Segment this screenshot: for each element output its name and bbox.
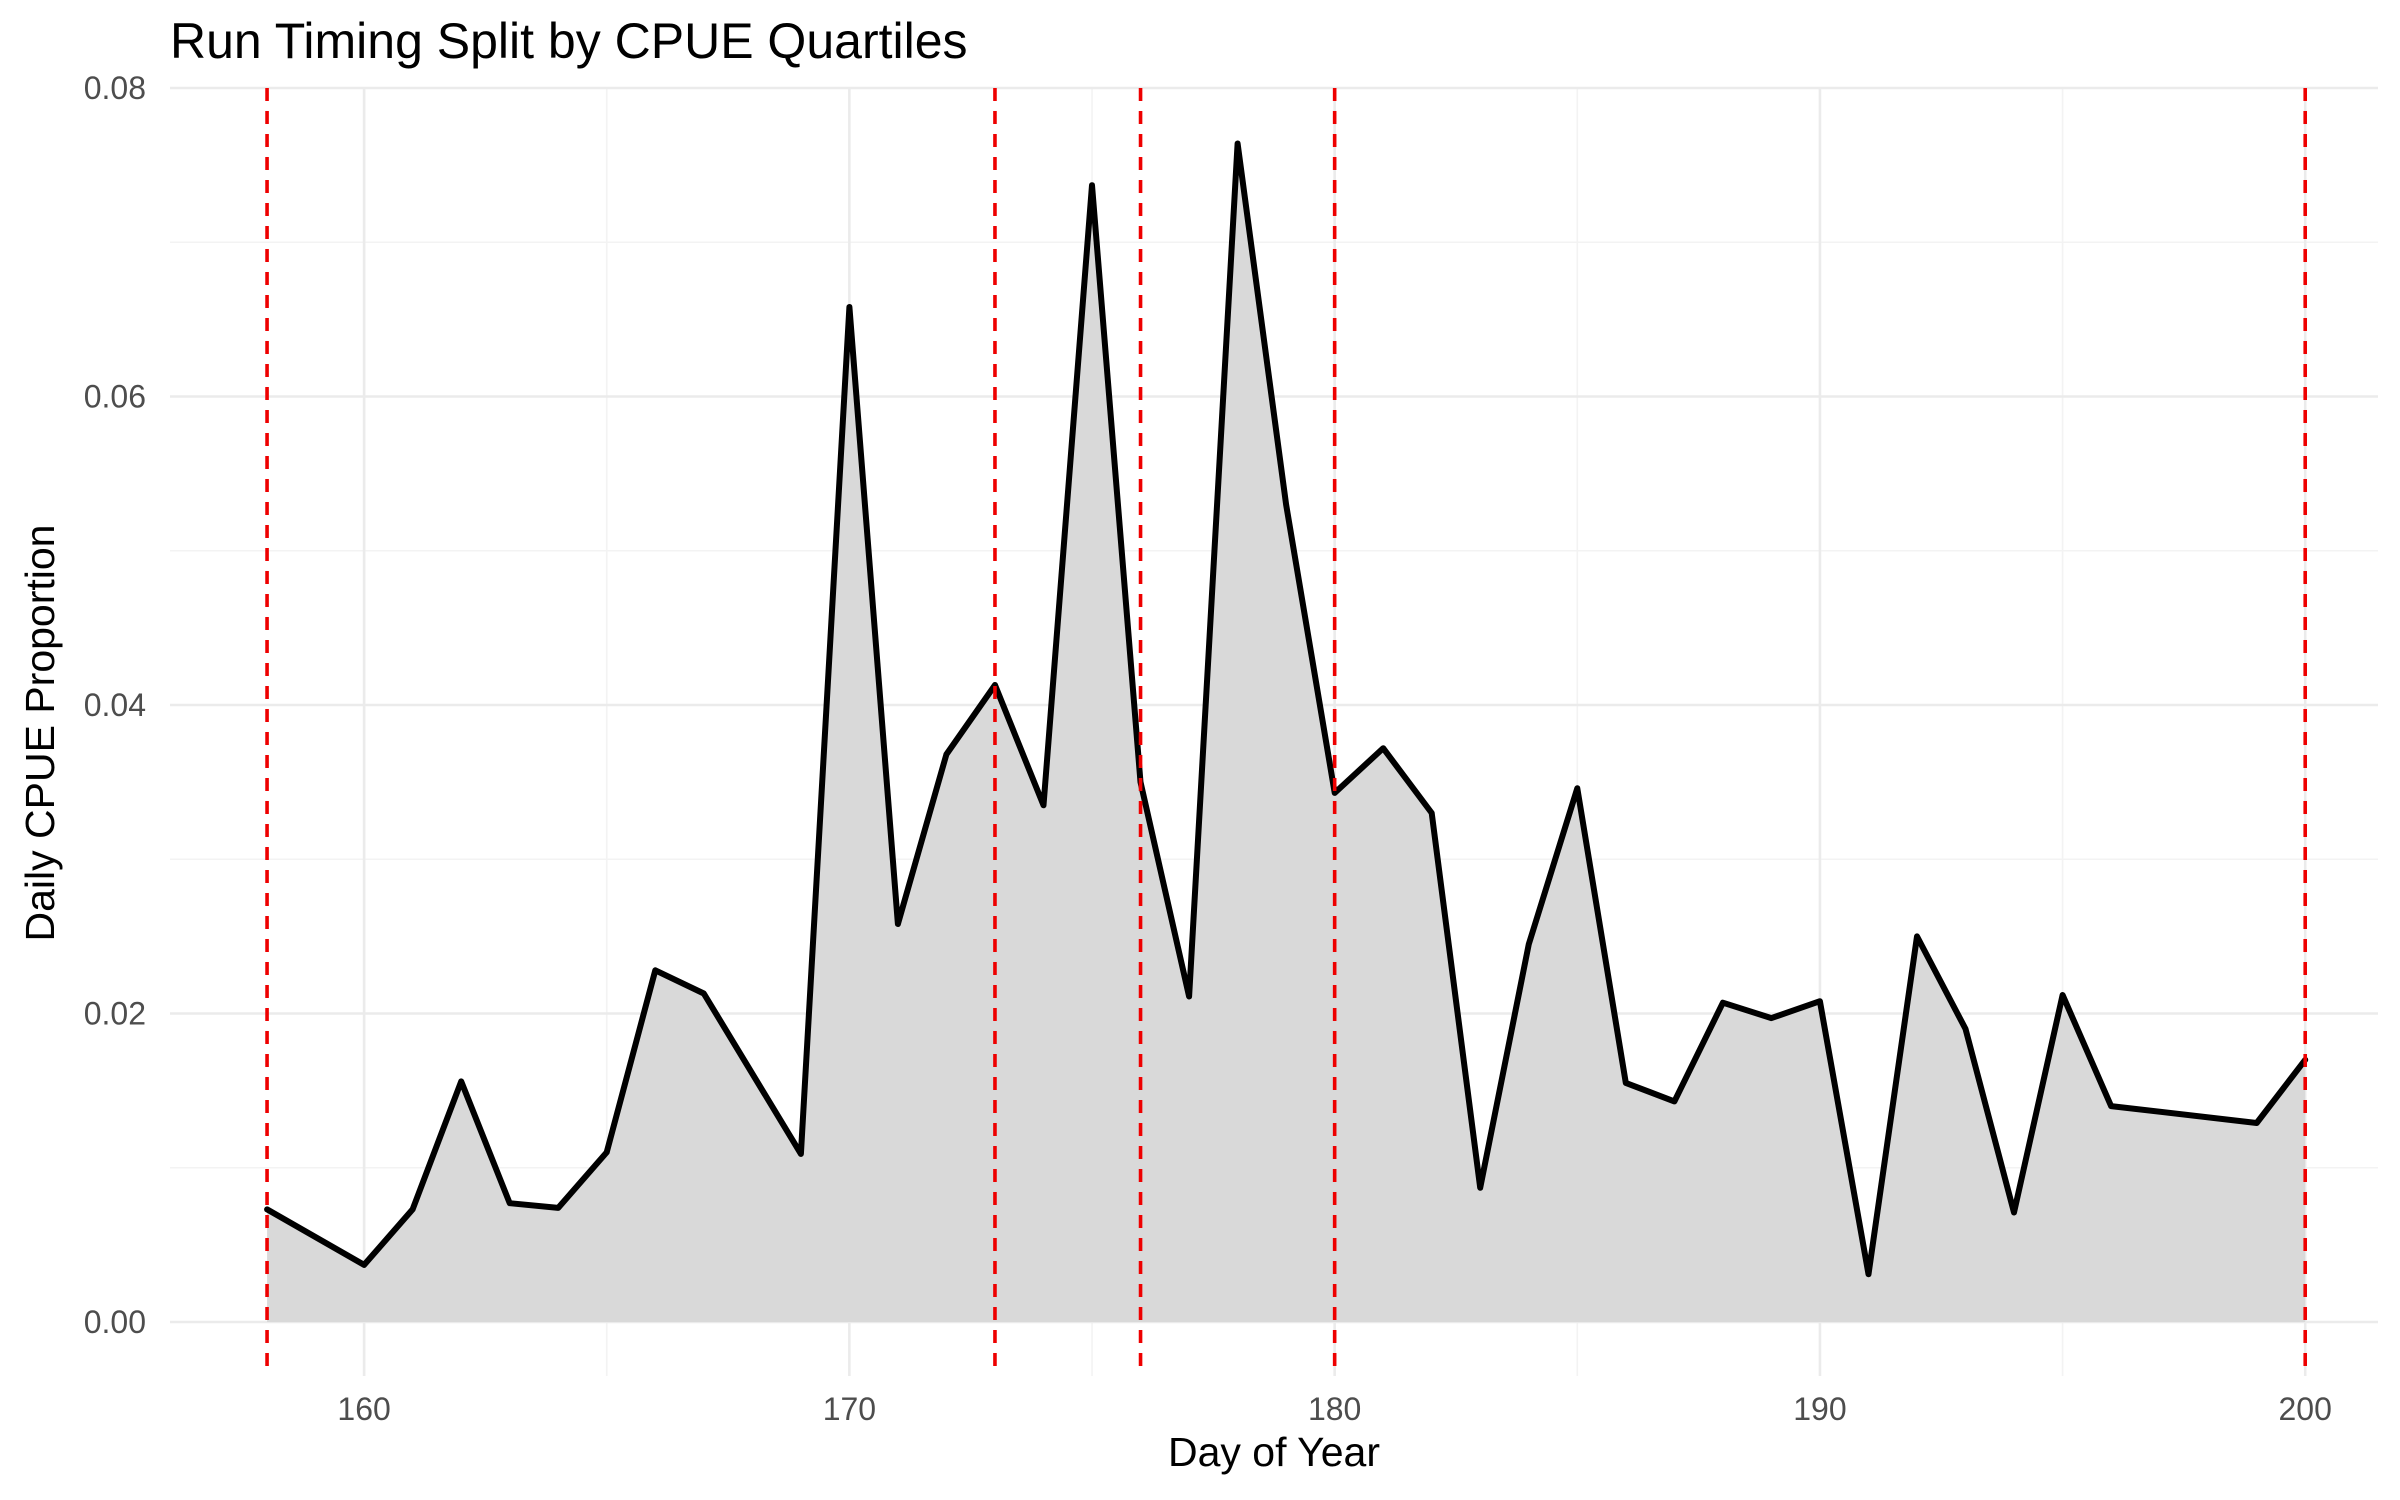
cpue-line — [264, 140, 2309, 1278]
y-axis-title: Daily CPUE Proportion — [17, 525, 63, 942]
y-tick-label: 0.02 — [84, 996, 146, 1032]
x-tick-label: 190 — [1793, 1391, 1846, 1427]
y-tick-label: 0.06 — [84, 379, 146, 415]
y-tick-label: 0.00 — [84, 1304, 146, 1340]
area-layer — [267, 143, 2306, 1322]
cpue-area — [267, 143, 2306, 1322]
chart-title: Run Timing Split by CPUE Quartiles — [170, 13, 968, 69]
x-tick-label: 180 — [1308, 1391, 1361, 1427]
x-tick-label: 160 — [337, 1391, 390, 1427]
line-layer — [264, 140, 2309, 1278]
y-tick-label: 0.08 — [84, 70, 146, 106]
x-axis-title: Day of Year — [1168, 1429, 1380, 1475]
quartile-lines — [265, 88, 2308, 1376]
y-axis-ticks: 0.00 0.02 0.04 0.06 0.08 — [84, 70, 146, 1340]
x-axis-ticks: 160 170 180 190 200 — [337, 1391, 2331, 1427]
y-tick-label: 0.04 — [84, 687, 146, 723]
x-tick-label: 170 — [823, 1391, 876, 1427]
x-tick-label: 200 — [2279, 1391, 2332, 1427]
